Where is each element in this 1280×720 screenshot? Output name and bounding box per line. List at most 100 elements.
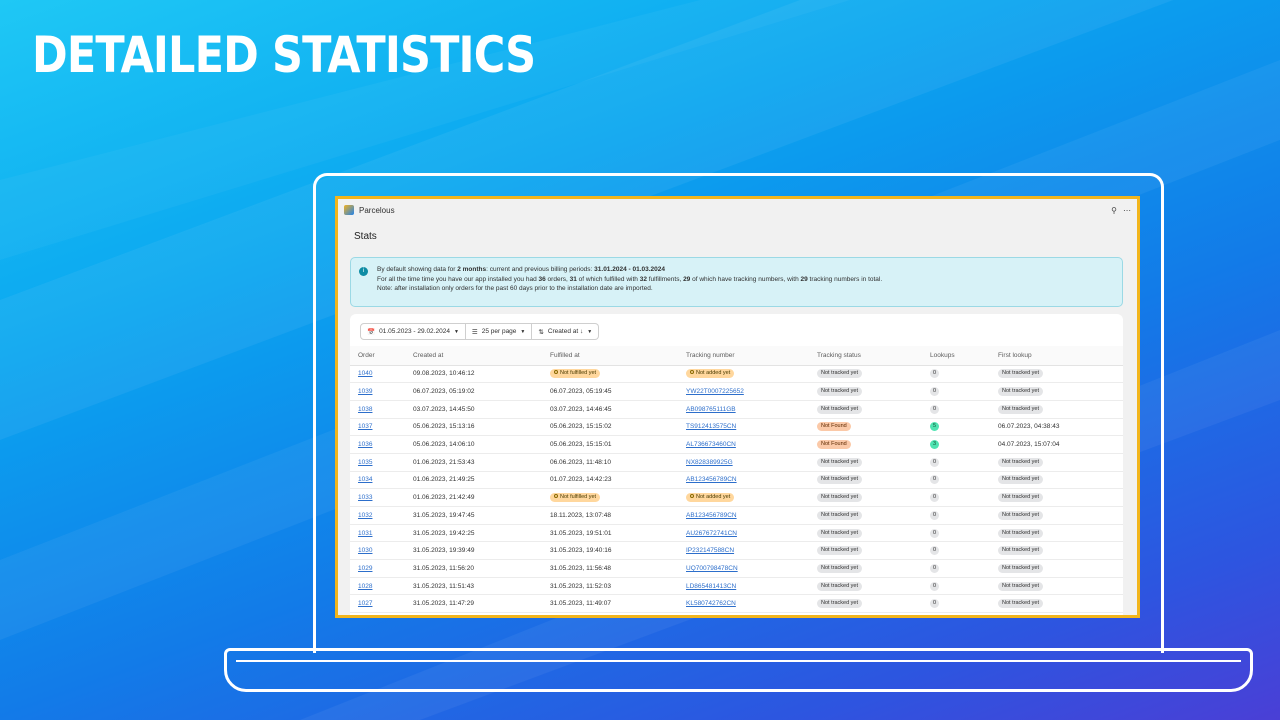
first-lookup-badge: Not tracked yet [998, 510, 1043, 520]
column-header: Order [350, 346, 405, 366]
tracking-status-badge: Not tracked yet [817, 528, 862, 538]
created-at: 06.07.2023, 05:19:02 [413, 388, 475, 396]
order-link[interactable]: 1028 [358, 582, 373, 590]
tracking-number-link[interactable]: IP232147588CN [686, 547, 735, 555]
fulfilled-at: 05.06.2023, 15:15:02 [550, 423, 612, 431]
order-link[interactable]: 1034 [358, 476, 373, 484]
table-row: 1027 31.05.2023, 11:47:29 31.05.2023, 11:4… [350, 594, 1123, 614]
order-link[interactable]: 1030 [358, 547, 373, 555]
fulfilled-at: 18.11.2023, 13:07:48 [550, 511, 611, 519]
table-body: 1040 09.08.2023, 10:46:12 Not fulfilled ye… [350, 365, 1123, 614]
tracking-number-link[interactable]: AB123456789CN [686, 476, 737, 484]
tracking-status-badge: Not tracked yet [817, 563, 862, 573]
created-at: 03.07.2023, 14:45:50 [413, 405, 475, 413]
order-link[interactable]: 1029 [358, 564, 373, 572]
first-lookup-badge: Not tracked yet [998, 528, 1043, 538]
order-link[interactable]: 1033 [358, 494, 373, 502]
app-logo-icon [344, 205, 354, 215]
tracking-status-badge: Not tracked yet [817, 369, 862, 379]
status-dot-icon [554, 494, 558, 499]
filter-toolbar: 📅 01.05.2023 - 29.02.2024 ▼ ☰ 25 per pag… [350, 314, 1123, 346]
tracking-status-badge: Not Found [817, 440, 851, 450]
banner-line-2: For all the time time you have our app i… [377, 275, 883, 283]
first-lookup-badge: Not tracked yet [998, 599, 1043, 609]
first-lookup: 04.07.2023, 15:07:04 [998, 441, 1060, 449]
sort-button[interactable]: ⇅ Created at ↓ ▼ [532, 323, 600, 340]
more-options-icon[interactable]: ⋯ [1123, 205, 1131, 215]
order-link[interactable]: 1040 [358, 370, 373, 378]
tracking-number-link[interactable]: YW22T0007225652 [686, 388, 744, 396]
table-row: 1028 31.05.2023, 11:51:43 31.05.2023, 11:5… [350, 577, 1123, 596]
first-lookup-badge: Not tracked yet [998, 581, 1043, 591]
tracking-number-link[interactable]: AU267672741CN [686, 529, 737, 537]
first-lookup-badge: Not tracked yet [998, 563, 1043, 573]
calendar-icon: 📅 [367, 328, 376, 336]
column-header: Tracking status [809, 346, 922, 366]
lookups-count: 0 [930, 546, 939, 556]
order-link[interactable]: 1027 [358, 600, 373, 608]
lookups-count: 0 [930, 599, 939, 609]
tracking-number-link[interactable]: AB098765111GB [686, 405, 736, 413]
orders-table: Order Created at Fulfilled at Tracking numb… [350, 346, 1123, 614]
table-row: 1029 31.05.2023, 11:56:20 31.05.2023, 11:5… [350, 559, 1123, 578]
banner-text: By default showing data for 2 months: cu… [377, 265, 882, 299]
created-at: 05.06.2023, 14:06:10 [413, 441, 475, 449]
order-link[interactable]: 1039 [358, 388, 373, 396]
tracking-status-badge: Not tracked yet [817, 546, 862, 556]
lookups-count: 0 [930, 369, 939, 379]
tracking-number-link[interactable]: AB123456789CN [686, 511, 737, 519]
chevron-down-icon: ▼ [587, 328, 593, 335]
tracking-number-link[interactable]: UQ700798478CN [686, 564, 738, 572]
tracking-status-badge: Not tracked yet [817, 475, 862, 485]
fulfilled-at: 31.05.2023, 19:51:01 [550, 529, 612, 537]
created-at: 31.05.2023, 11:47:29 [413, 600, 474, 608]
order-link[interactable]: 1031 [358, 529, 373, 537]
lookups-count: 0 [930, 510, 939, 520]
created-at: 09.08.2023, 10:46:12 [413, 370, 475, 378]
table-row: 1037 05.06.2023, 15:13:16 05.06.2023, 15:1… [350, 418, 1123, 437]
table-row: 1035 01.06.2023, 21:53:43 06.06.2023, 11:4… [350, 453, 1123, 472]
page-title: Stats [354, 231, 377, 242]
fulfilled-at: 06.07.2023, 05:19:45 [550, 388, 612, 396]
list-icon: ☰ [471, 328, 478, 336]
table-row: 1030 31.05.2023, 19:39:49 31.05.2023, 19:4… [350, 541, 1123, 561]
tracking-number-link[interactable]: TS912413575CN [686, 423, 737, 431]
tracking-status-badge: Not tracked yet [817, 510, 862, 520]
pin-icon[interactable]: ⚲ [1111, 205, 1117, 215]
table-row: 1040 09.08.2023, 10:46:12 Not fulfilled ye… [350, 365, 1123, 384]
tracking-number-link[interactable]: LD865481413CN [686, 582, 737, 590]
order-link[interactable]: 1038 [358, 405, 373, 413]
fulfilled-badge: Not fulfilled yet [550, 493, 601, 503]
fulfilled-at: 31.05.2023, 11:52:03 [550, 582, 611, 590]
fulfilled-at: 31.05.2023, 19:40:16 [550, 547, 612, 555]
lookups-count: 5 [930, 422, 939, 432]
tracking-status-badge: Not tracked yet [817, 457, 862, 467]
table-row: 1031 31.05.2023, 19:42:25 31.05.2023, 19:5… [350, 524, 1123, 543]
order-link[interactable]: 1036 [358, 441, 373, 449]
created-at: 01.06.2023, 21:42:49 [413, 494, 475, 502]
lookups-count: 0 [930, 563, 939, 573]
lookups-count: 0 [930, 387, 939, 397]
column-header: Tracking number [678, 346, 809, 366]
order-link[interactable]: 1032 [358, 511, 373, 519]
order-link[interactable]: 1035 [358, 458, 373, 466]
first-lookup-badge: Not tracked yet [998, 369, 1043, 379]
date-range-button[interactable]: 📅 01.05.2023 - 29.02.2024 ▼ [360, 323, 466, 340]
tracking-number-link[interactable]: AL736673460CN [686, 441, 736, 449]
tracking-number-link[interactable]: KL580742762CN [686, 600, 736, 608]
fulfilled-at: 05.06.2023, 15:15:01 [550, 441, 612, 449]
table-row: 1032 31.05.2023, 19:47:45 18.11.2023, 13:0… [350, 506, 1123, 525]
tracking-status-badge: Not tracked yet [817, 581, 862, 591]
column-header: Fulfilled at [542, 346, 678, 366]
fulfilled-at: 03.07.2023, 14:46:45 [550, 405, 612, 413]
tracking-number-link[interactable]: NX828389925G [686, 458, 733, 466]
tracking-badge: Not added yet [686, 369, 735, 379]
lookups-count: 0 [930, 404, 939, 414]
table-row: 1036 05.06.2023, 14:06:10 05.06.2023, 15:1… [350, 435, 1123, 454]
first-lookup-badge: Not tracked yet [998, 475, 1043, 485]
laptop-base [224, 648, 1253, 692]
per-page-button[interactable]: ☰ 25 per page ▼ [465, 323, 533, 340]
order-link[interactable]: 1037 [358, 423, 373, 431]
status-dot-icon [690, 370, 694, 375]
lookups-count: 0 [930, 581, 939, 591]
